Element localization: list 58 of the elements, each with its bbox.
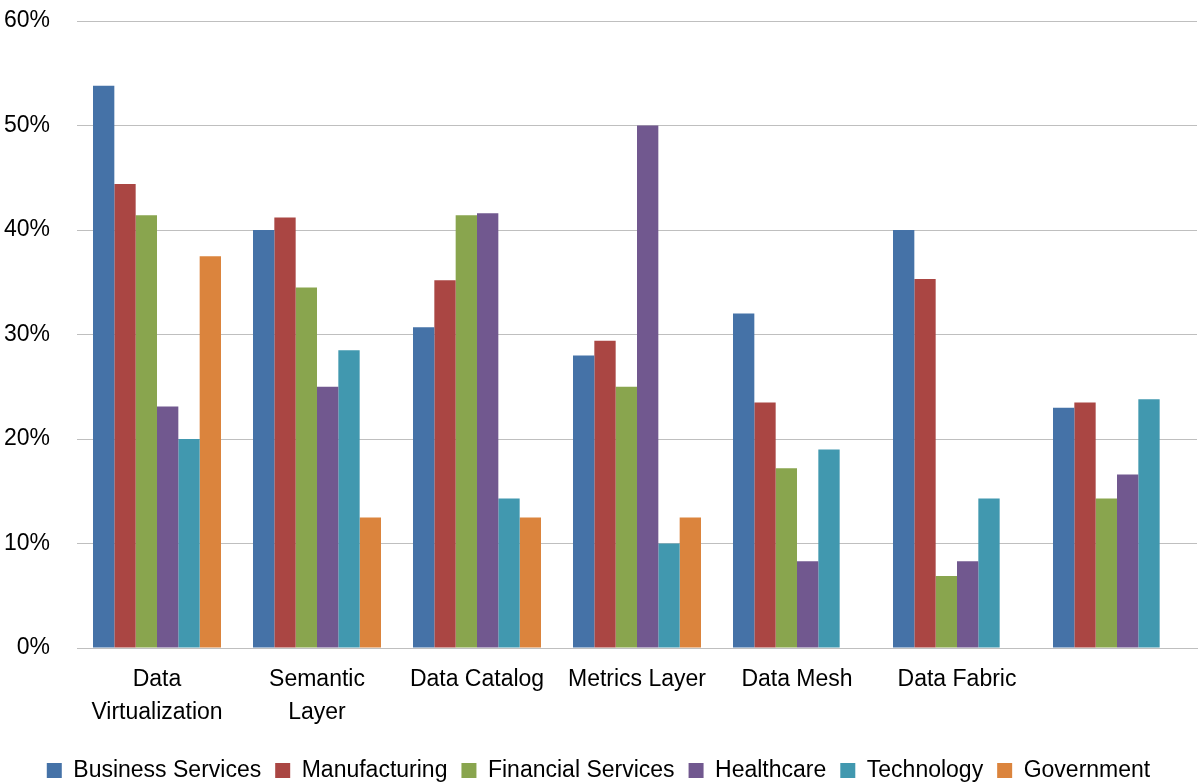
bar: [1053, 407, 1075, 648]
bar: [338, 350, 360, 648]
bar: [658, 543, 680, 648]
bar: [893, 230, 915, 648]
y-tick-label: 50%: [3, 110, 50, 137]
bar: [317, 386, 339, 648]
bar: [797, 561, 819, 648]
bar: [114, 184, 136, 648]
bar: [498, 498, 520, 648]
y-tick-label: 40%: [3, 215, 50, 242]
bar: [935, 575, 957, 648]
bar: [413, 327, 435, 648]
bar: [733, 313, 755, 648]
bar: [157, 406, 179, 648]
bar: [178, 439, 200, 648]
x-tick-label: Data Mesh: [741, 665, 853, 692]
bar: [573, 355, 595, 648]
legend-label: Manufacturing: [301, 755, 448, 782]
bar: [594, 340, 616, 648]
y-tick-label: 60%: [3, 6, 50, 33]
x-tick-label: Semantic Layer: [269, 665, 365, 724]
bar: [455, 215, 477, 648]
bar: [199, 256, 221, 648]
x-tick-label: Data Virtualization: [91, 665, 223, 724]
bar: [615, 386, 637, 648]
x-tick-label: Data Catalog: [409, 665, 545, 692]
bar: [295, 287, 317, 648]
bar: [477, 213, 499, 648]
bar: [434, 280, 456, 648]
bar: [135, 215, 157, 648]
legend-label: Government: [1023, 755, 1151, 782]
bar: [1074, 402, 1096, 648]
legend-label: Business Services: [73, 755, 262, 782]
bar: [1117, 474, 1139, 648]
x-tick-label: Data Fabric: [897, 665, 1017, 692]
bar: [1095, 498, 1117, 648]
x-tick-label: Metrics Layer: [567, 665, 707, 692]
bar: [957, 561, 979, 648]
bar: [253, 230, 275, 648]
y-tick-label: 10%: [3, 528, 50, 555]
bar: [818, 449, 840, 648]
bar: [274, 217, 296, 648]
bar: [775, 468, 797, 648]
bar: [754, 402, 776, 648]
legend-label: Financial Services: [487, 755, 675, 782]
bar: [978, 498, 1000, 648]
bar: [519, 517, 541, 648]
y-tick-label: 20%: [3, 424, 50, 451]
bar: [637, 125, 659, 648]
legend-label: Healthcare: [715, 755, 827, 782]
bar: [679, 517, 701, 648]
bar: [93, 85, 115, 648]
bar: [914, 279, 936, 648]
y-tick-label: 30%: [3, 319, 50, 346]
y-tick-label: 0%: [16, 633, 50, 660]
legend-label: Technology: [866, 755, 984, 782]
bar: [1138, 399, 1160, 648]
bar: [359, 517, 381, 648]
